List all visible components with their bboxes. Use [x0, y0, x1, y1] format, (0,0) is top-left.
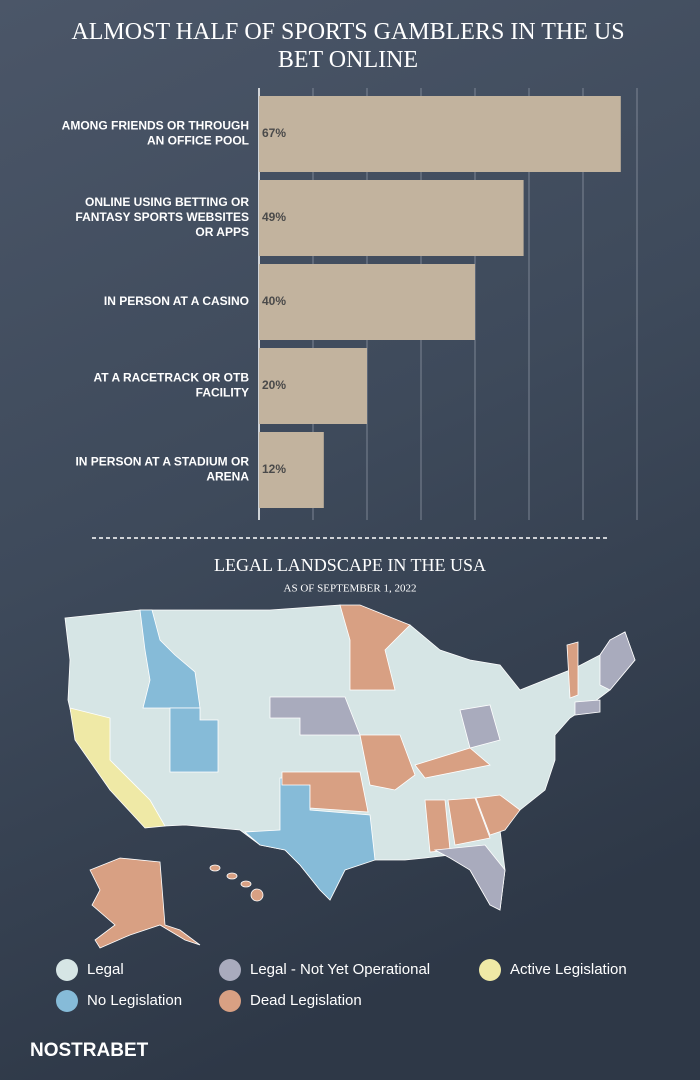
bar — [259, 96, 621, 172]
category-label: AT A RACETRACK OR OTB FACILITY — [93, 371, 249, 400]
bar — [259, 264, 475, 340]
legend-label: Active Legislation — [510, 961, 627, 978]
state — [459, 704, 501, 749]
bar — [259, 348, 367, 424]
legend-swatch — [479, 959, 501, 981]
legend-label: Dead Legislation — [250, 992, 362, 1009]
state — [447, 797, 491, 846]
state — [475, 794, 521, 836]
state — [209, 864, 221, 872]
state — [339, 604, 411, 691]
value-label: 67% — [262, 126, 286, 140]
state — [281, 771, 369, 813]
category-label: IN PERSON AT A STADIUM OR ARENA — [75, 455, 249, 484]
state — [69, 707, 166, 829]
legend-swatch — [219, 990, 241, 1012]
category-label: ONLINE USING BETTING OR FANTASY SPORTS WE… — [75, 195, 249, 239]
map-subtitle: AS OF SEPTEMBER 1, 2022 — [284, 583, 417, 595]
state — [139, 609, 201, 709]
bar — [259, 180, 524, 256]
state — [250, 888, 264, 902]
legend-label: Legal — [87, 961, 124, 978]
legend-swatch — [56, 959, 78, 981]
legend-label: No Legislation — [87, 992, 182, 1009]
state — [226, 872, 238, 880]
state — [599, 631, 636, 691]
map-title: LEGAL LANDSCAPE IN THE USA — [214, 555, 486, 575]
state — [243, 777, 376, 901]
value-label: 20% — [262, 378, 286, 392]
state — [89, 857, 201, 949]
value-label: 40% — [262, 294, 286, 308]
us-map — [64, 604, 636, 949]
state — [414, 747, 491, 779]
state — [433, 844, 506, 911]
category-label: IN PERSON AT A CASINO — [104, 294, 249, 308]
legend-label: Legal - Not Yet Operational — [250, 961, 430, 978]
state — [574, 699, 601, 716]
chart-title: ALMOST HALF OF SPORTS GAMBLERS IN THE US… — [71, 19, 624, 73]
state — [566, 641, 579, 699]
legend-swatch — [56, 990, 78, 1012]
value-label: 49% — [262, 210, 286, 224]
bar — [259, 432, 324, 508]
legend-swatch — [219, 959, 241, 981]
state — [269, 696, 361, 736]
logo: NOSTRABET — [30, 1040, 149, 1061]
state — [169, 707, 219, 773]
state — [240, 880, 252, 888]
value-label: 12% — [262, 462, 286, 476]
category-label: AMONG FRIENDS OR THROUGH AN OFFICE POOL — [62, 119, 249, 148]
state — [359, 734, 416, 791]
